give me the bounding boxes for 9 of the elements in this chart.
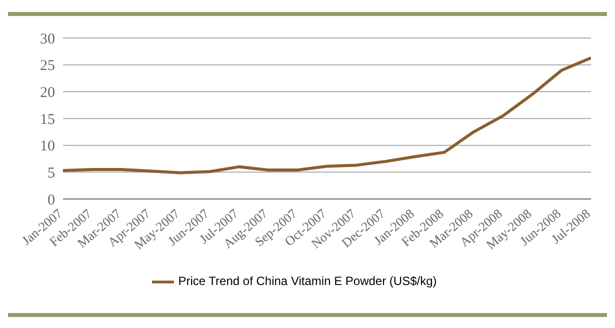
line-series [63,56,591,174]
y-tick-label: 5 [48,165,55,182]
y-tick-label: 20 [40,84,55,101]
legend-label: Price Trend of China Vitamin E Powder (US$/kg) [178,274,437,288]
y-tick-label: 25 [40,58,55,74]
y-tick-label: 30 [40,31,55,48]
y-tick-label: 0 [48,192,55,208]
y-tick-label: 10 [40,138,55,155]
y-tick-label: 15 [40,112,55,128]
